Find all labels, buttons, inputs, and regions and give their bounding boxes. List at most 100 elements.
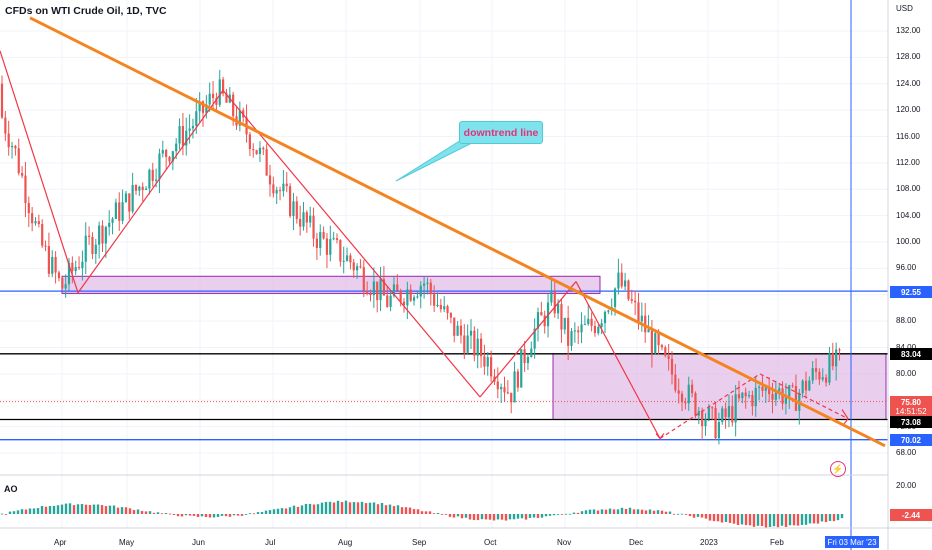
time-tick: Jun xyxy=(192,538,205,547)
candle-body xyxy=(61,278,64,289)
candle-body xyxy=(309,215,312,223)
ao-bar xyxy=(124,507,128,514)
candle-body xyxy=(483,356,486,367)
ao-bar xyxy=(40,505,44,514)
ao-bar xyxy=(196,514,200,517)
candle-body xyxy=(557,304,560,314)
candle-body xyxy=(794,386,798,411)
candle-body xyxy=(520,349,523,388)
candle-body xyxy=(737,394,741,399)
ao-bar xyxy=(368,502,372,514)
badge-countdown: 14:51:52 xyxy=(890,405,932,417)
ao-bar xyxy=(472,514,476,521)
candle-body xyxy=(429,282,432,295)
ao-bar xyxy=(416,509,420,514)
ao-bar xyxy=(744,514,748,526)
ao-bar xyxy=(440,514,444,515)
zigzag-segment xyxy=(222,89,481,398)
candle-body xyxy=(416,296,419,298)
ao-bar xyxy=(80,504,84,514)
candle-body xyxy=(64,284,67,289)
ao-bar xyxy=(248,513,252,514)
ao-bar xyxy=(156,512,160,514)
ao-bar xyxy=(184,514,188,516)
ao-bar xyxy=(104,506,108,514)
price-tick: 128.00 xyxy=(896,52,921,62)
price-tick: 108.00 xyxy=(896,184,921,194)
ao-bar xyxy=(264,510,268,514)
candle-body xyxy=(657,333,660,346)
ao-bar xyxy=(392,506,396,514)
candle-body xyxy=(476,338,479,356)
ao-bar xyxy=(188,514,192,516)
ao-bar xyxy=(588,509,592,514)
downtrend-callout[interactable]: downtrend line xyxy=(459,121,543,144)
ao-bar xyxy=(380,503,384,514)
candle-body xyxy=(302,212,305,227)
ao-bar xyxy=(792,514,796,526)
candle-body xyxy=(634,300,637,303)
ao-bar xyxy=(532,514,536,518)
ao-bar xyxy=(580,511,584,514)
ao-bar xyxy=(128,508,132,514)
candle-body xyxy=(77,267,81,269)
candle-body xyxy=(111,218,114,223)
candle-body xyxy=(275,190,278,194)
candle-body xyxy=(510,392,513,403)
ao-bar xyxy=(96,504,100,514)
candle-body xyxy=(466,335,469,353)
lightning-icon[interactable]: ⚡ xyxy=(830,461,846,477)
candle-body xyxy=(402,301,406,306)
zigzag-arrowhead xyxy=(655,433,665,440)
candle-body xyxy=(389,295,392,307)
candle-body xyxy=(747,395,751,397)
ao-bar xyxy=(748,514,752,526)
candle-body xyxy=(774,392,777,400)
candle-body xyxy=(165,149,168,157)
candle-body xyxy=(727,406,731,418)
indicator-label[interactable]: AO xyxy=(4,484,18,494)
symbol-title[interactable]: CFDs on WTI Crude Oil, 1D, TVC xyxy=(5,5,167,17)
candle-body xyxy=(804,380,808,391)
ao-bar xyxy=(56,505,60,514)
candle-body xyxy=(248,134,251,150)
ao-bar xyxy=(780,514,784,526)
ao-bar xyxy=(372,502,376,514)
candle-body xyxy=(533,328,536,349)
badge-black-upper: 83.04 xyxy=(890,348,932,360)
ao-bar xyxy=(508,514,512,520)
ao-bar xyxy=(420,511,424,514)
ao-bar xyxy=(428,511,432,514)
candle-body xyxy=(81,261,84,269)
candle-body xyxy=(57,272,61,279)
ao-bar xyxy=(68,503,72,514)
candle-body xyxy=(322,232,325,239)
ao-bar xyxy=(464,514,468,518)
ao-bar xyxy=(172,514,176,515)
ao-tick: 20.00 xyxy=(896,481,917,490)
candle-body xyxy=(252,149,255,151)
candle-body xyxy=(459,325,463,336)
candle-body xyxy=(218,79,221,105)
ao-bar xyxy=(328,501,332,514)
ao-bar xyxy=(516,514,520,519)
candle-body xyxy=(744,392,747,397)
candle-body xyxy=(285,183,288,187)
ao-bar xyxy=(436,512,440,514)
candle-body xyxy=(238,110,241,126)
ao-bar xyxy=(240,514,244,516)
candle-body xyxy=(121,202,124,221)
ao-bar xyxy=(332,502,336,514)
ao-bar xyxy=(432,513,436,515)
price-tick: 80.00 xyxy=(896,368,917,378)
candle-body xyxy=(41,224,44,246)
ao-bar xyxy=(148,511,152,514)
candle-body xyxy=(503,387,506,393)
candle-body xyxy=(650,329,653,354)
ao-bar xyxy=(640,509,644,514)
candle-body xyxy=(366,290,369,295)
candle-body xyxy=(315,238,318,248)
ao-bar xyxy=(76,504,80,514)
candle-body xyxy=(506,392,509,394)
